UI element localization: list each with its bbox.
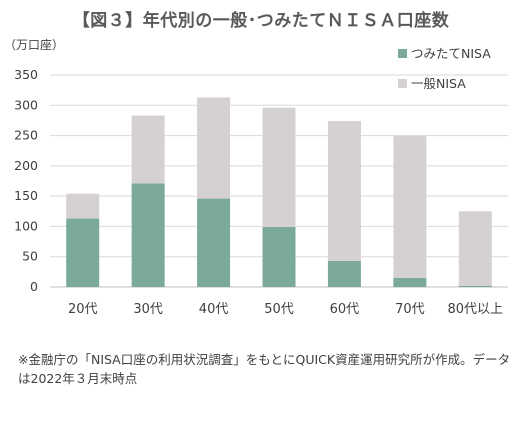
legend-label: 一般NISA [411,76,466,91]
legend-swatch [398,79,407,88]
bar-ippan [262,107,296,228]
bar-ippan [393,135,427,278]
y-axis-unit-label: （万口座） [4,37,64,52]
legend-label: つみたてNISA [411,46,491,61]
y-tick-label: 200 [14,158,38,173]
bar-ippan [66,193,100,219]
bar-tsumitate [66,218,100,287]
x-tick-labels: 20代 30代 40代 50代 60代 70代 80代以上 [68,302,503,317]
bar-ippan [458,211,492,286]
bar-ippan [327,121,361,261]
y-tick-label: 300 [14,97,38,112]
y-tick-labels: 0 50 100 150 200 250 300 350 [14,67,38,294]
bar-tsumitate [131,183,165,287]
bar-tsumitate [458,285,492,287]
x-tick-label: 30代 [133,302,163,317]
bar-tsumitate [327,260,361,287]
stacked-bar-chart: （万口座） 0 50 100 150 200 250 300 350 20代 30代 40代 50代… [4,37,508,317]
y-tick-label: 100 [14,218,38,233]
bar-ippan [131,115,165,184]
bar-tsumitate [262,227,296,287]
y-tick-label: 0 [30,279,38,294]
x-tick-label: 40代 [199,302,229,317]
y-tick-label: 50 [22,249,38,264]
x-tick-label: 70代 [395,302,425,317]
legend: つみたてNISA 一般NISA [398,46,491,91]
y-tick-label: 350 [14,67,38,82]
chart-title: 【図３】年代別の一般･つみたてＮＩＳＡ口座数 [72,11,450,31]
x-tick-label: 20代 [68,302,98,317]
x-tick-label: 60代 [330,302,360,317]
y-tick-label: 250 [14,128,38,143]
footnote: ※金融庁の「NISA口座の利用状況調査」をもとにQUICK資産運用研究所が作成。… [18,352,511,386]
bar-tsumitate [197,198,231,287]
bar-tsumitate [393,277,427,287]
bar-ippan [197,97,231,199]
y-tick-label: 150 [14,188,38,203]
x-tick-label: 80代以上 [448,302,504,317]
legend-swatch [398,49,407,58]
x-tick-label: 50代 [264,302,294,317]
bars [66,97,492,287]
